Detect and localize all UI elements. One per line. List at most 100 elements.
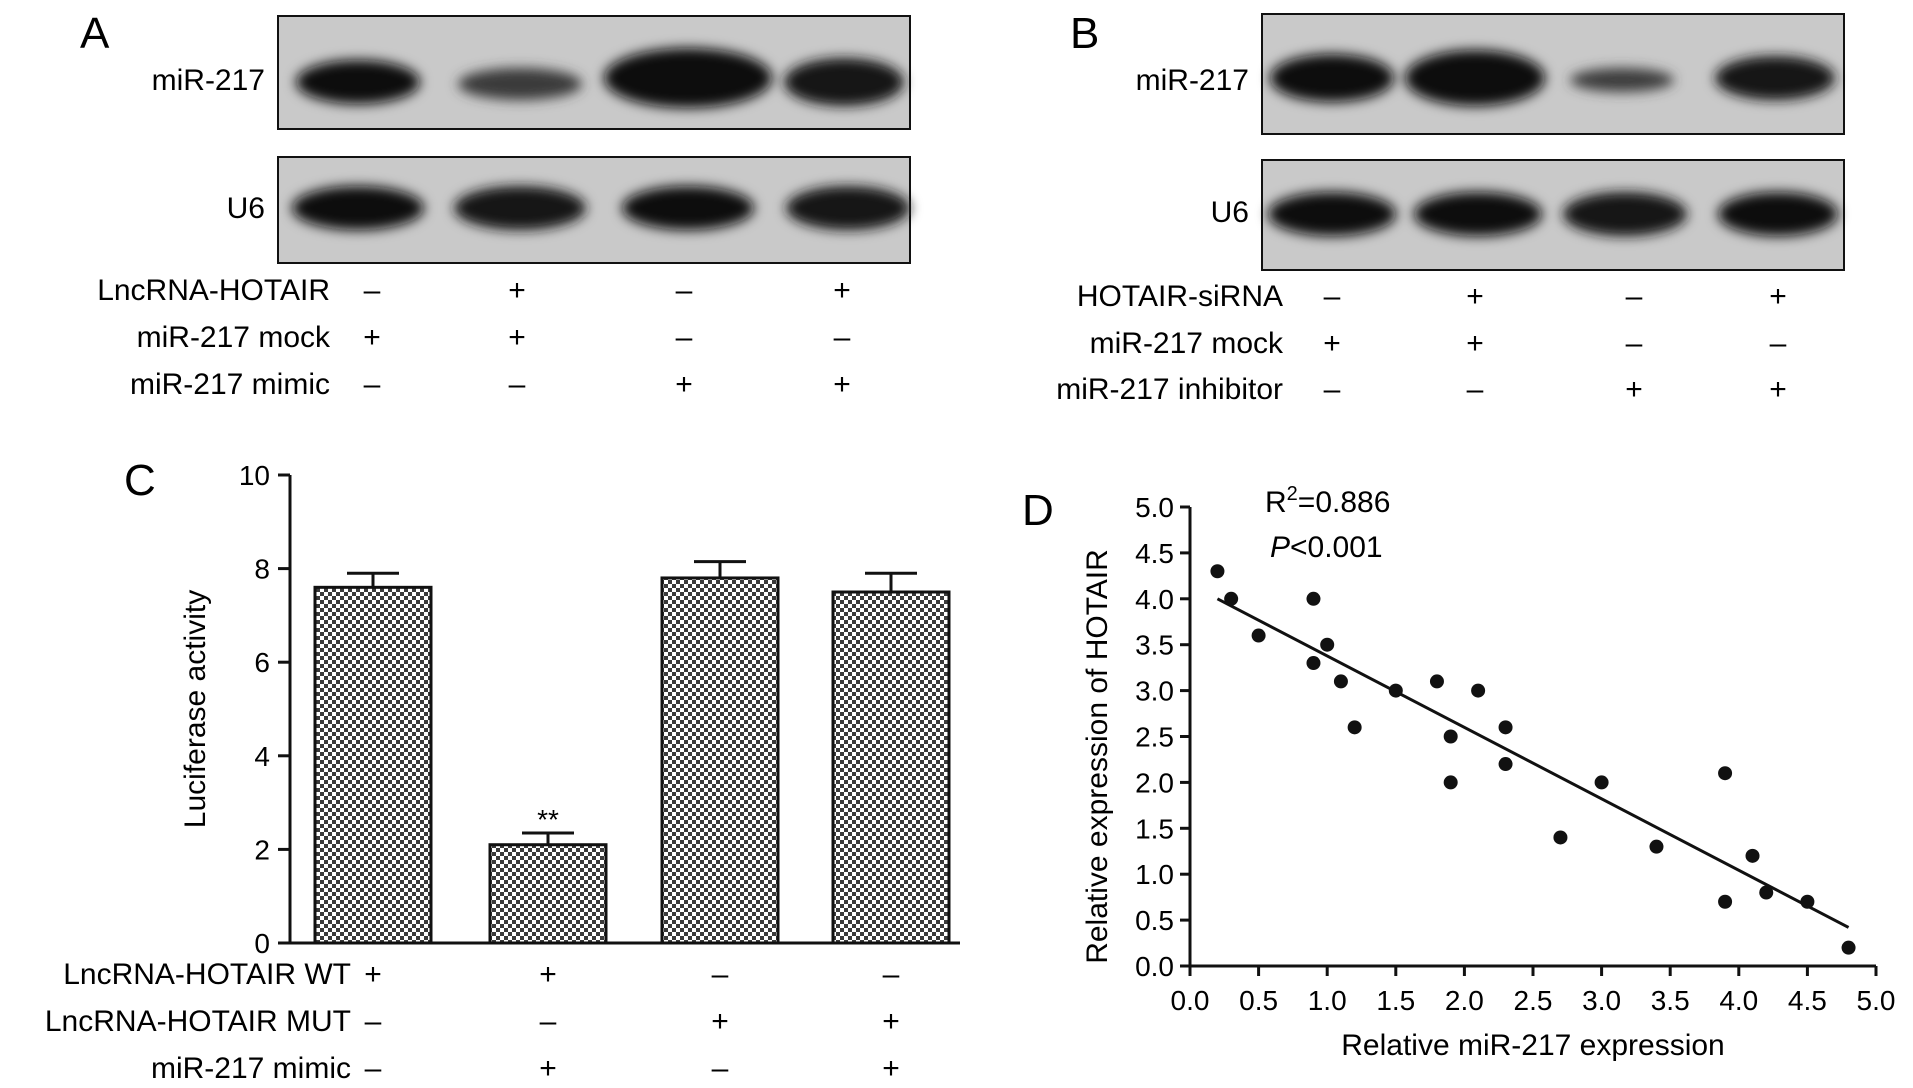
x-tick-label: 2.0: [1445, 985, 1484, 1016]
y-axis-label: Relative expression of HOTAIR: [1081, 549, 1114, 964]
data-point: [1498, 757, 1513, 772]
panel-a-sign: +: [508, 274, 526, 307]
x-axis-label: Relative miR-217 expression: [1341, 1029, 1725, 1062]
data-point: [1333, 674, 1348, 689]
panel-b: B miR-217 U6 HOTAIR-siRNA – +: [1056, 9, 1845, 406]
y-tick-label: 2.0: [1135, 767, 1174, 798]
data-point: [1800, 894, 1815, 909]
x-tick-label: 0.0: [1171, 985, 1210, 1016]
x-tick-label: 1.0: [1308, 985, 1347, 1016]
data-point: [1594, 775, 1609, 790]
panel-a-sign: –: [676, 274, 693, 307]
panel-b-blot-label-u6: U6: [1211, 196, 1249, 229]
panel-b-sign: –: [1324, 280, 1341, 313]
panel-c-conditions: LncRNA-HOTAIR WT + + – – LncRNA-HOTAIR M…: [45, 958, 900, 1085]
y-tick-label: 1.5: [1135, 813, 1174, 844]
panel-a-sign: +: [363, 321, 381, 354]
data-point: [1306, 591, 1321, 606]
data-point: [1347, 720, 1362, 735]
x-tick-label: 3.5: [1651, 985, 1690, 1016]
significance-label: **: [537, 804, 559, 835]
panel-a-sign: +: [675, 368, 693, 401]
panel-b-sign: +: [1769, 280, 1787, 313]
data-point: [1745, 848, 1760, 863]
y-tick-label: 0: [254, 928, 270, 959]
panel-a: A miR-217 U6 LncRNA-HOTAIR – +: [80, 9, 911, 401]
bar: [313, 585, 433, 945]
panel-c-sign: +: [539, 958, 557, 991]
panel-c-bar-chart: 0 2 4 6 8 10 Luciferase activity **: [179, 460, 960, 959]
x-tick-label: 3.0: [1582, 985, 1621, 1016]
panel-a-sign: –: [509, 368, 526, 401]
y-tick-label: 6: [254, 647, 270, 678]
panel-a-letter: A: [80, 9, 110, 58]
panel-c: C 0 2 4 6 8 10 Luciferase activity ** LncRNA-HO…: [45, 456, 960, 1085]
x-tick-label: 4.0: [1719, 985, 1758, 1016]
r-squared-superscript: 2: [1287, 483, 1298, 505]
panel-a-blot-mir217: [277, 15, 911, 130]
p-value-p: P: [1270, 531, 1290, 564]
panel-b-sign: +: [1466, 327, 1484, 360]
data-point: [1320, 637, 1335, 652]
y-tick-label: 4: [254, 741, 270, 772]
y-tick-label: 2: [254, 834, 270, 865]
panel-c-row-label: miR-217 mimic: [151, 1052, 351, 1085]
panel-b-row-label: miR-217 inhibitor: [1056, 373, 1283, 406]
x-tick-label: 2.5: [1514, 985, 1553, 1016]
y-tick-label: 8: [254, 554, 270, 585]
panel-c-sign: +: [882, 1052, 900, 1085]
data-point: [1471, 683, 1486, 698]
panel-b-conditions: HOTAIR-siRNA – + – + miR-217 mock + + – …: [1056, 280, 1787, 406]
data-point: [1224, 591, 1239, 606]
data-point: [1429, 674, 1444, 689]
panel-b-sign: +: [1466, 280, 1484, 313]
panel-a-blot-label-u6: U6: [227, 192, 265, 225]
y-tick-label: 5.0: [1135, 492, 1174, 523]
data-point: [1210, 564, 1225, 579]
data-point: [1718, 894, 1733, 909]
data-point: [1553, 830, 1568, 845]
panel-b-sign: –: [1626, 280, 1643, 313]
p-value-label: P<0.001: [1270, 531, 1383, 564]
panel-a-row-label: LncRNA-HOTAIR: [97, 274, 330, 307]
y-tick-label: 3.5: [1135, 630, 1174, 661]
data-point: [1498, 720, 1513, 735]
r-squared-label: R2=0.886: [1265, 483, 1390, 519]
regression-line: [1216, 597, 1850, 929]
bar: [660, 576, 780, 945]
panel-b-sign: –: [1770, 327, 1787, 360]
bar: [831, 590, 951, 945]
panel-b-row-label: HOTAIR-siRNA: [1077, 280, 1283, 313]
panel-a-blot-label-mir217: miR-217: [152, 64, 265, 97]
y-tick-label: 4.5: [1135, 538, 1174, 569]
panel-c-sign: +: [882, 1005, 900, 1038]
panel-c-sign: +: [364, 958, 382, 991]
panel-c-row-label: LncRNA-HOTAIR MUT: [45, 1005, 351, 1038]
panel-c-sign: –: [712, 1052, 729, 1085]
r-squared-value: =0.886: [1298, 486, 1391, 519]
data-point: [1841, 940, 1856, 955]
data-point: [1251, 628, 1266, 643]
panel-a-sign: –: [364, 274, 381, 307]
panel-b-blot-label-mir217: miR-217: [1136, 64, 1249, 97]
x-tick-label: 5.0: [1857, 985, 1896, 1016]
data-point: [1388, 683, 1403, 698]
panel-c-sign: +: [539, 1052, 557, 1085]
y-axis-label: Luciferase activity: [179, 590, 212, 828]
panel-a-conditions: LncRNA-HOTAIR – + – + miR-217 mock + + –…: [97, 274, 851, 401]
panel-d-scatter-chart: 0.0 0.5 1.0 1.5 2.0 2.5 3.0 3.5 4.0 4.5 5.0 0.0 0.5 1…: [1081, 492, 1895, 1062]
panel-b-sign: –: [1626, 327, 1643, 360]
x-tick-label: 1.5: [1376, 985, 1415, 1016]
panel-b-sign: +: [1769, 373, 1787, 406]
panel-a-row-label: miR-217 mimic: [130, 368, 330, 401]
panel-c-sign: –: [540, 1005, 557, 1038]
panel-d-letter: D: [1022, 486, 1054, 535]
y-tick-label: 10: [239, 460, 270, 491]
data-point: [1759, 885, 1774, 900]
panel-c-sign: –: [883, 958, 900, 991]
y-tick-label: 1.0: [1135, 859, 1174, 890]
data-point: [1649, 839, 1664, 854]
panel-b-row-label: miR-217 mock: [1090, 327, 1284, 360]
panel-d: D 0.00.51.01.52.02.53.03.54.04.55.00.0 0.…: [1022, 483, 1895, 1062]
data-point: [1306, 656, 1321, 671]
